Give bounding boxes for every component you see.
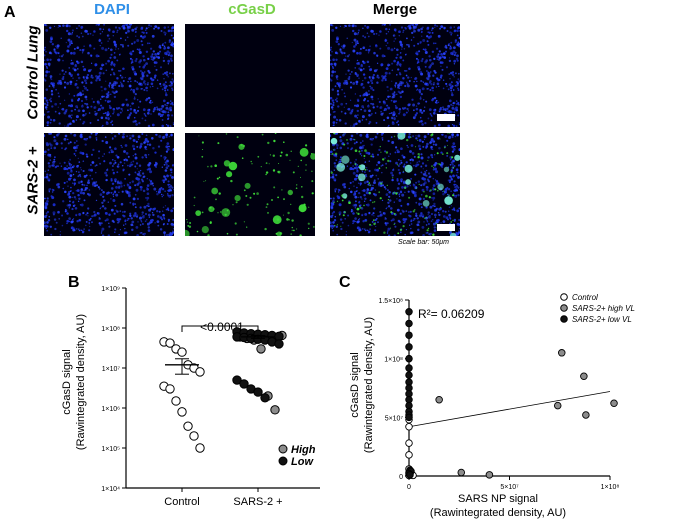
chart-b-point-control bbox=[171, 396, 181, 406]
chart-b-point-control bbox=[165, 338, 175, 348]
chart-c-x-tick-label: 5×10⁷ bbox=[500, 484, 519, 491]
chart-c-legend-marker bbox=[560, 304, 568, 312]
chart-b-point-control bbox=[189, 431, 199, 441]
chart-b-point-low bbox=[239, 379, 249, 389]
chart-c-point-sars-2-high-vl bbox=[558, 349, 566, 357]
chart-c-scatter: cGasD signal (Rawintegrated density, AU)… bbox=[349, 293, 635, 519]
chart-c-point-sars-2-low-vl bbox=[405, 354, 413, 363]
chart-b-significance-bracket bbox=[181, 325, 259, 332]
chart-c-x-tick-label: 0 bbox=[407, 484, 411, 491]
chart-c-fit-line bbox=[408, 391, 611, 428]
chart-c-y-tick-label: 1.5×10⁸ bbox=[378, 298, 403, 305]
chart-c-xlabel-line2: (Rawintegrated density, AU) bbox=[430, 507, 566, 519]
chart-c-legend-marker bbox=[560, 315, 568, 323]
chart-c-y-tick-label: 0 bbox=[399, 474, 403, 481]
chart-b-legend-label: High bbox=[291, 444, 316, 456]
chart-b-legend-marker bbox=[278, 456, 288, 466]
chart-c-ylabel-line2: (Rawintegrated density, AU) bbox=[363, 317, 375, 453]
micrograph-dapi-sars2 bbox=[44, 133, 174, 236]
chart-c-xlabel-line1: SARS NP signal bbox=[458, 493, 538, 505]
micrograph-cgasd-control bbox=[185, 24, 315, 127]
chart-c-point-sars-2-low-vl bbox=[405, 319, 413, 328]
micrograph-merge-control bbox=[330, 24, 460, 127]
scale-bar-control bbox=[437, 114, 455, 121]
micrograph-dapi-control bbox=[44, 24, 174, 127]
chart-c-legend-label: SARS-2+ low VL bbox=[572, 315, 632, 324]
chart-c-point-control bbox=[405, 439, 413, 447]
micrograph-cgasd-sars2 bbox=[185, 133, 315, 236]
row-label-control-lung: Control Lung bbox=[24, 25, 42, 120]
micrograph-merge-sars2 bbox=[330, 133, 460, 236]
chart-c-point-sars-2-high-vl bbox=[610, 399, 618, 408]
panel-c-letter: C bbox=[339, 274, 351, 291]
chart-c-ylabel-line1: cGasD signal bbox=[349, 352, 361, 417]
scale-bar-sars2 bbox=[437, 224, 455, 231]
chart-c-legend-marker bbox=[560, 293, 568, 301]
scale-bar-caption: Scale bar: 50μm bbox=[398, 239, 449, 246]
chart-b-x-tick-label: Control bbox=[164, 496, 199, 508]
chart-c-legend-label: Control bbox=[572, 293, 598, 302]
chart-b-legend-marker bbox=[278, 444, 288, 454]
chart-b-point-control bbox=[183, 421, 193, 431]
chart-b-x-tick-label: SARS-2 + bbox=[233, 496, 282, 508]
chart-b-point-low bbox=[274, 339, 284, 349]
chart-c-point-sars-2-high-vl bbox=[580, 372, 588, 381]
chart-b-point-high bbox=[256, 344, 266, 354]
chart-c-point-sars-2-high-vl bbox=[457, 468, 466, 477]
chart-b-point-control bbox=[195, 367, 205, 377]
chart-b-y-tick-label: 1×10⁷ bbox=[102, 366, 121, 373]
column-title-cgasd: cGasD bbox=[228, 1, 276, 18]
chart-c-point-sars-2-low-vl bbox=[405, 371, 413, 379]
chart-b-point-control bbox=[165, 384, 175, 394]
chart-b-y-tick-label: 1×10⁸ bbox=[101, 326, 120, 333]
chart-b-y-tick-label: 1×10⁵ bbox=[101, 446, 120, 453]
chart-b-point-low bbox=[260, 393, 270, 403]
chart-c-point-control bbox=[405, 451, 413, 459]
panel-b-letter: B bbox=[68, 274, 80, 291]
row-label-sars2: SARS-2 + bbox=[24, 146, 42, 215]
chart-b-ylabel-line2: (Rawintegrated density, AU) bbox=[75, 314, 87, 450]
chart-b-point-control bbox=[195, 443, 205, 453]
chart-c-y-tick-label: 5×10⁷ bbox=[385, 415, 404, 422]
chart-c-point-sars-2-low-vl bbox=[405, 413, 413, 422]
chart-b-point-control bbox=[177, 347, 187, 357]
panel-a-letter: A bbox=[4, 4, 16, 21]
chart-b-point-high bbox=[270, 405, 280, 415]
chart-b-legend-label: Low bbox=[291, 456, 314, 468]
chart-c-point-sars-2-high-vl bbox=[485, 471, 494, 479]
chart-c-legend-label: SARS-2+ high VL bbox=[572, 304, 635, 313]
chart-c-point-control bbox=[405, 422, 413, 431]
chart-b-ylabel-line1: cGasD signal bbox=[61, 349, 73, 414]
chart-c-point-sars-2-low-vl bbox=[405, 364, 413, 372]
chart-b-point-low bbox=[232, 375, 242, 385]
chart-c-point-sars-2-low-vl bbox=[406, 471, 414, 479]
chart-c-point-sars-2-high-vl bbox=[582, 411, 590, 419]
chart-c-point-sars-2-low-vl bbox=[405, 331, 413, 339]
chart-c-point-sars-2-low-vl bbox=[405, 343, 413, 351]
chart-b-y-tick-label: 1×10⁶ bbox=[101, 406, 120, 413]
column-title-dapi: DAPI bbox=[94, 1, 130, 18]
chart-b-y-tick-label: 1×10⁹ bbox=[101, 286, 120, 293]
chart-c-r2-annotation: R²= 0.06209 bbox=[418, 307, 485, 321]
chart-b-point-low bbox=[253, 387, 263, 397]
chart-b-point-control bbox=[177, 407, 187, 417]
chart-b-y-tick-label: 1×10⁴ bbox=[101, 486, 120, 493]
chart-c-point-sars-2-low-vl bbox=[405, 307, 413, 316]
chart-c-point-sars-2-high-vl bbox=[553, 401, 562, 410]
column-title-merge: Merge bbox=[372, 1, 418, 18]
chart-c-y-tick-label: 1×10⁸ bbox=[384, 357, 403, 364]
chart-b-scatter: cGasD signal (Rawintegrated density, AU)… bbox=[61, 286, 320, 508]
chart-c-x-tick-label: 1×10⁸ bbox=[601, 484, 620, 491]
chart-c-point-sars-2-high-vl bbox=[435, 395, 443, 404]
